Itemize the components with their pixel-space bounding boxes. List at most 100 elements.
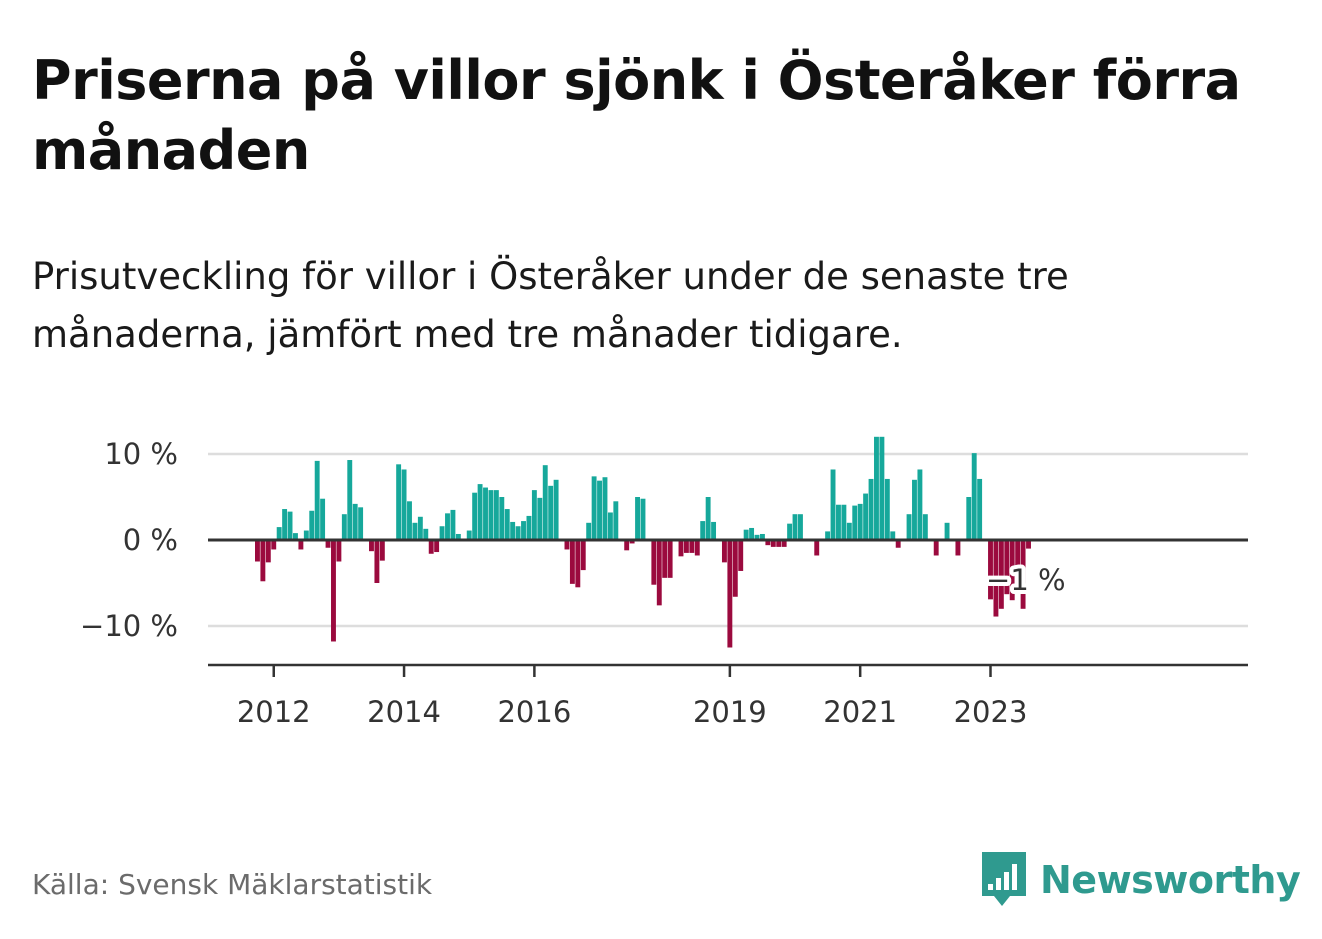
bar (711, 521, 717, 540)
bar (428, 540, 434, 554)
bar (705, 497, 711, 540)
bar (580, 540, 586, 571)
chart-title: Priserna på villor sjönk i Österåker för… (32, 49, 1241, 182)
bar (721, 540, 727, 563)
bar (450, 509, 456, 540)
bar (407, 501, 412, 540)
bar (521, 521, 526, 540)
x-tick-marks: 2012 2014 2016 2019 2021 2023 (237, 665, 1027, 729)
y-tick-labels: 10 % 0 % −10 % (80, 437, 178, 643)
bar (955, 540, 961, 556)
bar (526, 515, 532, 540)
bar (504, 509, 510, 540)
bar (656, 540, 662, 606)
bar (738, 540, 744, 571)
bar (287, 511, 293, 540)
x-tick-label: 2021 (823, 695, 897, 729)
bar (597, 480, 602, 540)
bar (358, 507, 364, 540)
bar (765, 540, 771, 546)
bar (836, 504, 841, 540)
brand-logo[interactable]: Newsworthy (980, 850, 1301, 910)
x-tick-label: 2012 (237, 695, 311, 729)
bar (379, 540, 385, 561)
bar (466, 530, 472, 540)
bar (298, 540, 304, 550)
bar (564, 540, 570, 550)
bar (624, 540, 630, 551)
bar (591, 476, 597, 540)
bar (553, 479, 559, 540)
x-tick-label: 2016 (497, 695, 571, 729)
bar (749, 527, 755, 540)
bar (814, 540, 820, 556)
bar (700, 521, 706, 540)
bar (651, 540, 657, 585)
bar (575, 540, 581, 588)
bar (331, 540, 336, 642)
bar (255, 540, 260, 562)
bar (635, 497, 640, 540)
bar (472, 492, 478, 540)
bar (683, 540, 689, 553)
bar (998, 540, 1004, 609)
source-note: Källa: Svensk Mäklarstatistik (32, 868, 433, 901)
bar (401, 469, 407, 540)
bar (971, 453, 977, 540)
bar (455, 533, 461, 540)
chart-subtitle: Prisutveckling för villor i Österåker un… (32, 255, 1069, 356)
x-tick-label: 2014 (367, 695, 441, 729)
bar (613, 501, 619, 540)
bar (917, 469, 923, 540)
bar (276, 527, 282, 540)
bar (542, 465, 548, 540)
bar (944, 522, 950, 540)
bar (320, 498, 326, 540)
bar (336, 540, 342, 562)
bar (314, 460, 320, 540)
bar (303, 530, 309, 540)
bar (966, 497, 972, 540)
bar (879, 436, 885, 540)
bar (977, 478, 983, 540)
bar (884, 478, 890, 540)
bar (841, 504, 847, 540)
bar (374, 540, 380, 583)
bar (694, 540, 700, 556)
bar (754, 534, 760, 540)
bar (1020, 540, 1026, 609)
bar (265, 540, 271, 563)
annotation-label: −1 % (986, 563, 1066, 597)
bar (857, 503, 863, 540)
bar (515, 526, 521, 540)
bar (792, 514, 798, 540)
bar (445, 513, 450, 540)
bar (412, 522, 418, 540)
bar (912, 479, 917, 540)
bar (922, 514, 928, 540)
bar (863, 493, 869, 540)
bar (933, 540, 939, 556)
bar (325, 540, 331, 548)
bar (825, 531, 831, 540)
bar (906, 514, 912, 540)
bar (369, 540, 374, 552)
bar (852, 505, 858, 540)
bar (890, 531, 896, 540)
bar (602, 477, 608, 540)
bar (423, 528, 429, 540)
bar (759, 533, 765, 540)
bar (732, 540, 738, 597)
bar (417, 516, 423, 540)
annotation: −1 % (982, 559, 1070, 601)
bar (830, 469, 836, 540)
bars (255, 436, 1031, 648)
bar (352, 503, 358, 540)
bar (798, 514, 803, 540)
bar (537, 497, 543, 540)
bar (477, 484, 483, 540)
bar (271, 540, 277, 550)
bar (569, 540, 575, 584)
bar (846, 522, 852, 540)
brand-name: Newsworthy (1040, 858, 1301, 902)
